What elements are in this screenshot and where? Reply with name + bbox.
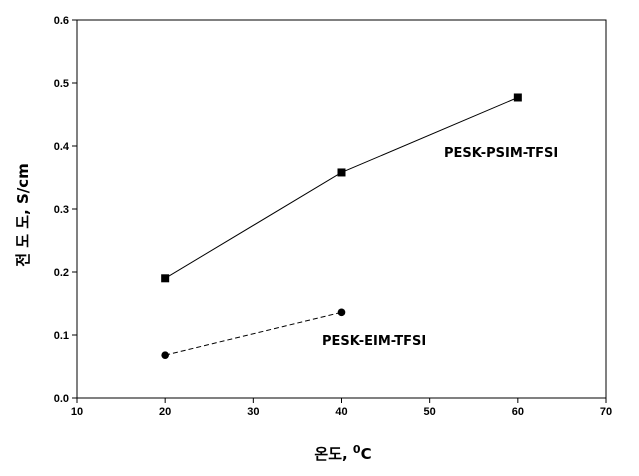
y-tick-label: 0.0 (54, 393, 69, 405)
data-point-square (161, 274, 169, 282)
x-tick-label: 20 (159, 406, 171, 418)
y-axis-ticks: 0.0 0.1 0.2 0.3 0.4 0.5 0.6 (54, 15, 77, 405)
y-tick-label: 0.6 (54, 15, 69, 27)
y-tick-label: 0.3 (54, 204, 69, 216)
x-tick-label: 50 (424, 406, 436, 418)
series-line-0 (165, 97, 518, 278)
x-axis-label: 온도, 0C (314, 443, 371, 463)
series-line-1 (165, 312, 341, 355)
x-tick-label: 10 (71, 406, 83, 418)
x-axis-label-unit: C (361, 445, 372, 463)
y-tick-label: 0.5 (54, 78, 69, 90)
data-point-square (338, 168, 346, 176)
y-tick-label: 0.1 (54, 330, 69, 342)
series-label-pesk-psim-tfsi: PESK-PSIM-TFSI (444, 146, 558, 161)
x-axis-label-text: 온도, (314, 445, 353, 463)
x-tick-label: 30 (247, 406, 259, 418)
series-label-pesk-eim-tfsi: PESK-EIM-TFSI (322, 334, 426, 349)
x-tick-label: 70 (600, 406, 612, 418)
y-axis-label: 전 도 도, S/cm (14, 163, 32, 267)
x-tick-label: 60 (512, 406, 524, 418)
series-layer (161, 93, 522, 358)
data-point-square (514, 93, 522, 101)
y-tick-label: 0.2 (54, 267, 69, 279)
x-axis-ticks: 10 20 30 40 50 60 70 (71, 398, 612, 418)
data-point-circle (161, 351, 169, 359)
y-tick-label: 0.4 (54, 141, 70, 153)
data-point-circle (338, 309, 346, 317)
x-tick-label: 40 (335, 406, 347, 418)
